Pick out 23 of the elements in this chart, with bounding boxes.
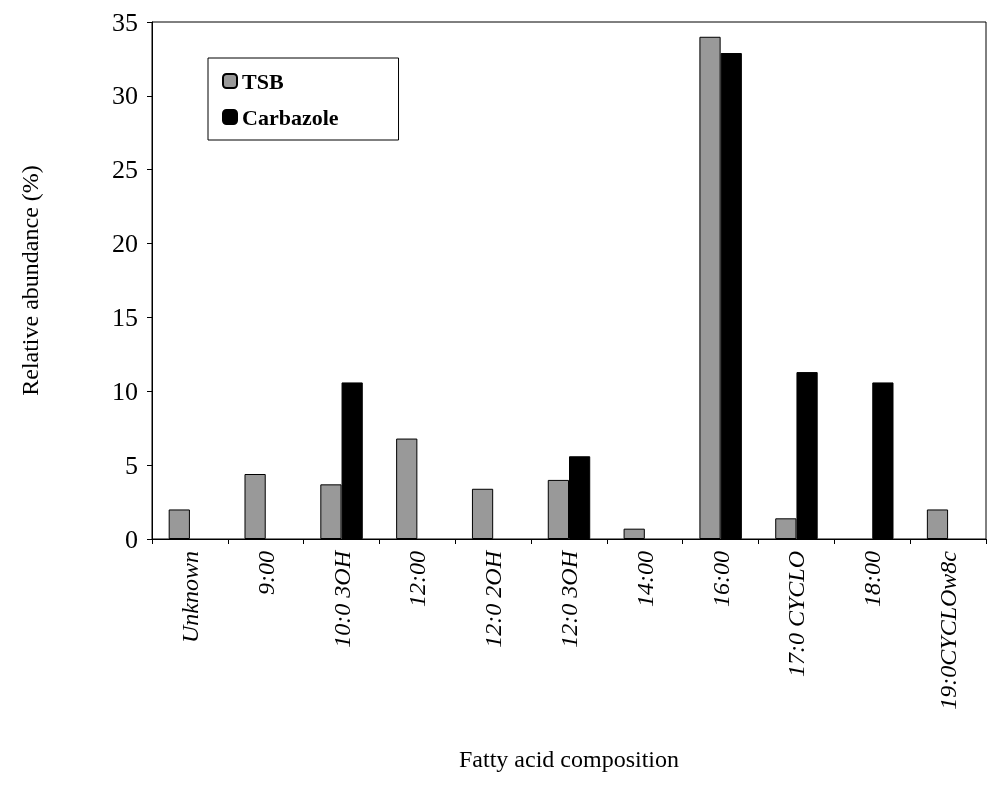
y-tick-label: 35 (112, 7, 138, 37)
y-axis-title: Relative abundance (%) (17, 165, 43, 396)
y-tick-label: 10 (112, 376, 138, 406)
y-tick-label: 20 (112, 229, 138, 259)
y-tick-label: 5 (125, 450, 138, 480)
y-tick-label: 25 (112, 155, 138, 185)
x-tick-label: 12:00 (404, 551, 431, 607)
y-tick-label: 0 (125, 524, 138, 554)
y-tick-label: 15 (112, 302, 138, 332)
x-tick-label: 12:0 3OH (556, 549, 582, 648)
x-tick-label: 16:00 (707, 551, 734, 607)
x-tick-label: 9:00 (252, 551, 279, 595)
y-tick-label: 30 (112, 81, 138, 111)
x-tick-label: 18:00 (859, 551, 886, 607)
x-axis-title: Fatty acid composition (459, 746, 679, 772)
x-tick-label: Unknown (176, 551, 203, 643)
x-tick-label: 14:00 (631, 551, 658, 607)
x-tick-label: 10:0 3OH (328, 549, 355, 648)
x-tick-label: 17:0 CYCLO (783, 551, 810, 678)
x-tick-label: 12:0 2OH (480, 549, 507, 648)
legend-label: Carbazole (242, 104, 339, 130)
x-tick-label: 19:0CYCLOw8c (935, 550, 962, 710)
legend-label: TSB (242, 68, 284, 94)
